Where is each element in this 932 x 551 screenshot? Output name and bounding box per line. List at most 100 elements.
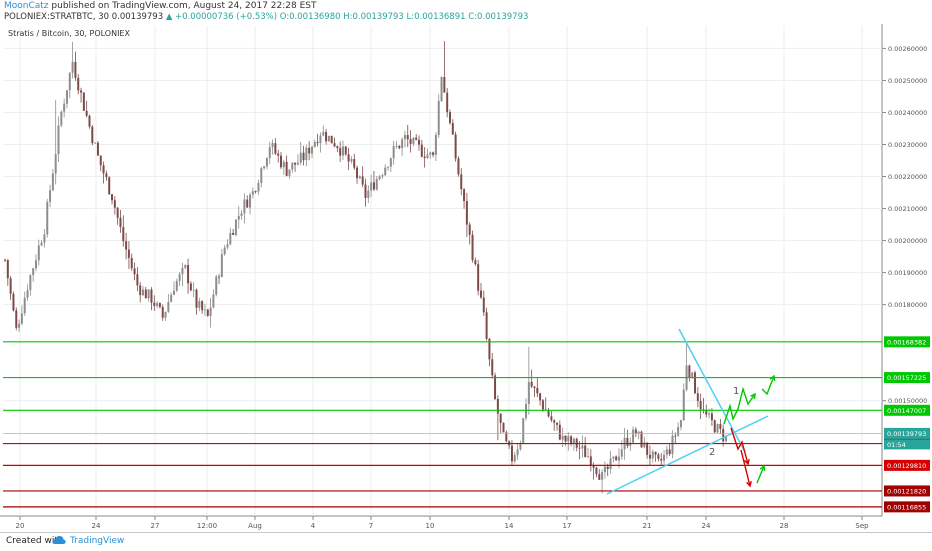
candle-body [415, 137, 418, 140]
candle-body [280, 155, 283, 168]
candle-body [629, 442, 632, 446]
candle-body [589, 456, 592, 466]
created-with-label: Created with [6, 536, 64, 546]
publish-info: published on TradingView.com, August 24,… [51, 1, 317, 11]
candle-body [381, 175, 384, 177]
candle-body [215, 276, 218, 295]
price-chart[interactable]: 0.00260000 0.00250000 0.00240000 0.00230000… [0, 24, 932, 532]
tradingview-brand-link[interactable]: TradingView [70, 536, 125, 546]
candle-body [189, 283, 192, 291]
candle-body [294, 162, 297, 165]
candle-body [198, 301, 201, 308]
candle-body [356, 167, 359, 179]
candle-body [674, 435, 677, 437]
x-tick-label: 28 [780, 522, 789, 530]
candle-body [423, 156, 426, 158]
chart-background [0, 24, 932, 532]
ohlc-values: O:0.00136980 H:0.00139793 L:0.00136891 C… [279, 12, 529, 22]
candle-body [322, 131, 325, 136]
candle-body [111, 194, 114, 201]
candle-body [389, 158, 392, 167]
level-price-label: 0.00121820 [887, 487, 926, 495]
candle-body [285, 161, 288, 176]
candle-body [40, 242, 43, 246]
candle-body [432, 152, 435, 155]
candle-body [277, 153, 280, 156]
candle-body [127, 249, 130, 258]
candle-body [510, 445, 513, 462]
candle-body [209, 307, 212, 316]
candle-body [330, 135, 333, 144]
candle-body [403, 135, 406, 140]
scenario-label-1: 1 [733, 386, 739, 397]
candle-body [153, 302, 156, 306]
x-tick-label: 27 [151, 522, 160, 530]
candle-body [60, 111, 63, 126]
x-tick-label: 24 [92, 522, 101, 530]
candle-body [170, 294, 173, 303]
candle-body [482, 297, 485, 313]
candle-body [527, 381, 530, 404]
candle-body [598, 474, 601, 480]
candle-body [553, 420, 556, 423]
candle-body [710, 413, 713, 421]
x-tick-label: 12:00 [197, 522, 217, 530]
candle-body [102, 165, 105, 174]
countdown-label: 01:54 [887, 441, 906, 449]
bullish-scenario-arrow [761, 375, 775, 396]
candle-body [358, 176, 361, 179]
candle-body [668, 449, 671, 454]
candle-body [20, 313, 23, 324]
x-tick-label: 14 [505, 522, 514, 530]
candle-body [29, 275, 32, 291]
candle-body [519, 442, 522, 450]
candle-body [637, 431, 640, 434]
candle-body [660, 458, 663, 461]
candle-body [82, 92, 85, 111]
level-price-label-bg [884, 501, 930, 513]
candle-body [271, 143, 274, 148]
author-link[interactable]: MoonCatz [4, 1, 49, 11]
bearish-scenario-arrow-head [746, 480, 752, 488]
level-price-label-bg [884, 485, 930, 497]
y-tick-label: 0.00250000 [888, 77, 927, 85]
candle-body [350, 159, 353, 162]
candle-body [434, 135, 437, 155]
candle-body [150, 289, 153, 303]
candle-body [496, 398, 499, 414]
bullish-scenario-arrow-head [759, 464, 766, 472]
bearish-scenario-arrow-head [744, 458, 750, 466]
candle-body [494, 375, 497, 399]
candle-body [716, 424, 719, 433]
candle-body [603, 466, 606, 473]
candle-body [725, 436, 727, 442]
candle-body [522, 418, 525, 443]
candle-body [418, 139, 421, 145]
candle-body [578, 447, 581, 449]
tradingview-cloud-icon [52, 536, 66, 544]
candle-body [513, 455, 516, 462]
candle-body [274, 143, 277, 154]
candle-body [367, 190, 370, 198]
chart-header: MoonCatz published on TradingView.com, A… [0, 0, 932, 24]
candle-body [581, 445, 584, 449]
candle-body [651, 451, 654, 459]
candle-body [130, 257, 133, 269]
candle-body [49, 190, 52, 202]
candle-body [249, 194, 252, 208]
candle-body [705, 410, 708, 415]
candle-body [682, 389, 685, 421]
x-tick-label: 10 [426, 522, 435, 530]
candle-body [23, 297, 26, 314]
candle-body [156, 303, 159, 306]
bullish-scenario-arrow [723, 386, 756, 425]
candle-body [226, 244, 229, 248]
candle-body [567, 436, 570, 442]
candle-body [325, 131, 328, 142]
ascending-trendline[interactable] [606, 415, 769, 495]
candle-body [539, 393, 542, 401]
candle-body [353, 159, 356, 168]
bullish-scenario-arrow-head [750, 392, 756, 400]
descending-trendline[interactable] [678, 328, 746, 453]
candle-body [18, 323, 21, 328]
